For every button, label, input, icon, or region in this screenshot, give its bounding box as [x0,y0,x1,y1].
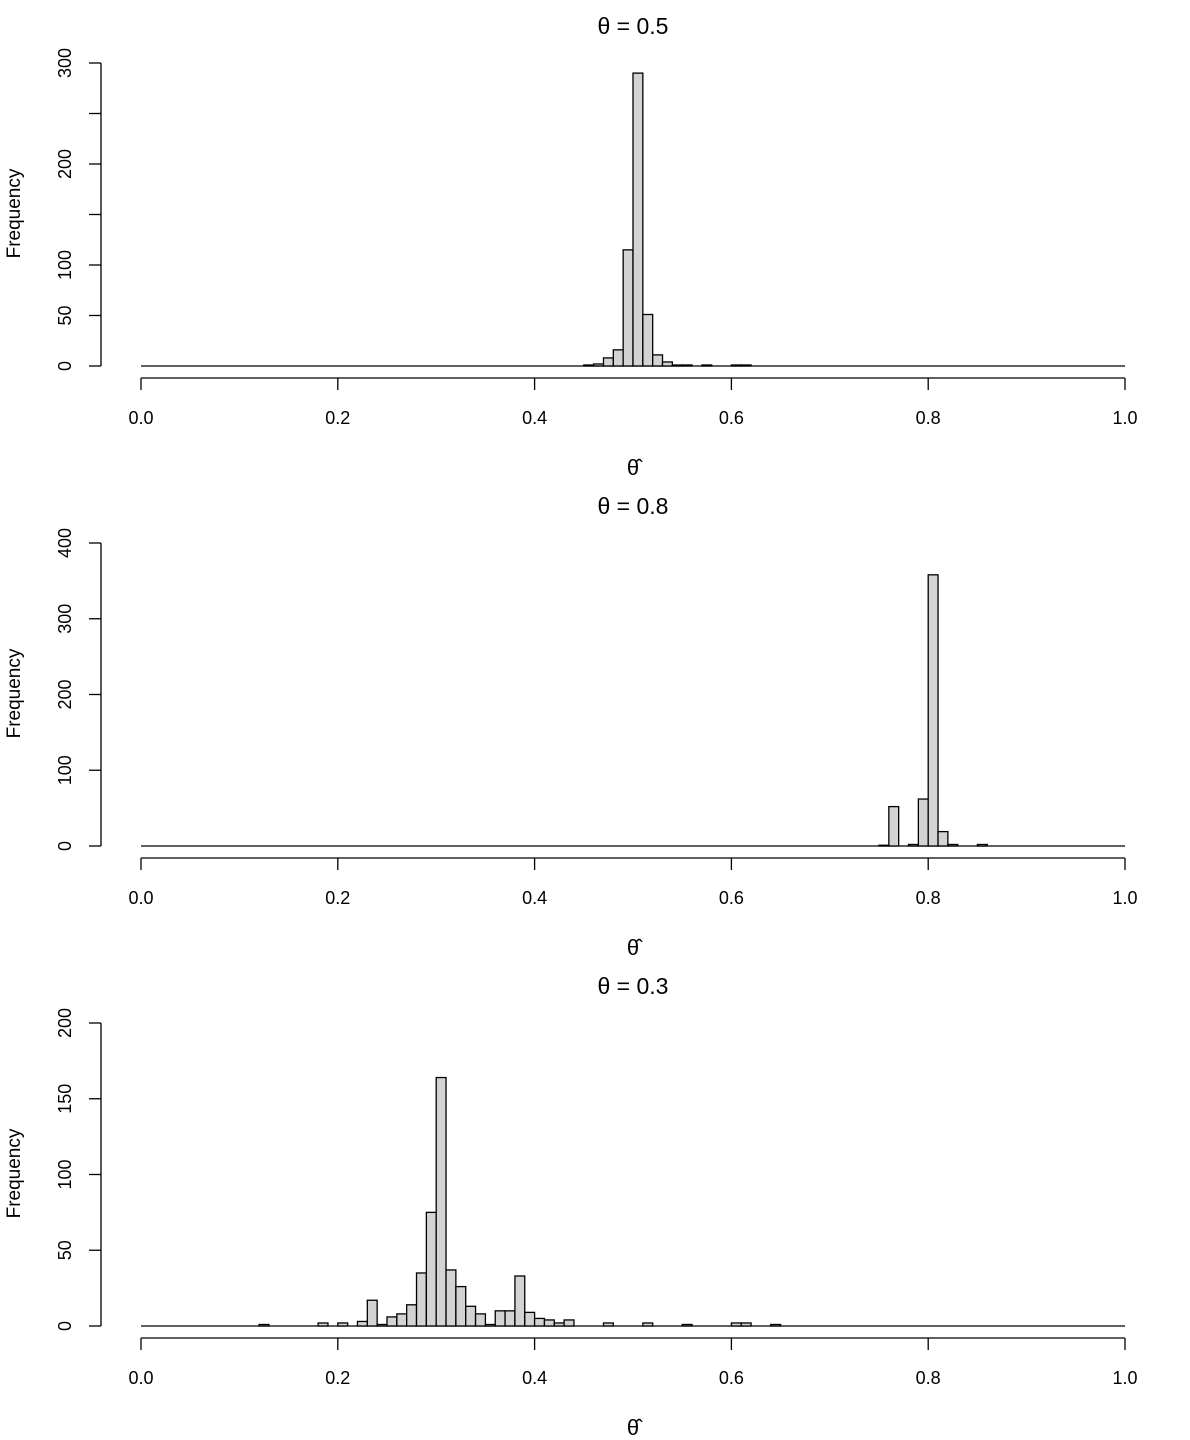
x-tick-label: 0.8 [916,1368,941,1388]
y-axis-label: Frequency [4,648,25,738]
x-tick-label: 1.0 [1112,888,1137,908]
y-tick-label: 50 [55,305,75,325]
y-tick-label: 100 [55,1159,75,1189]
x-axis-label: θ̂ [627,1415,643,1440]
y-tick-label: 50 [55,1240,75,1260]
histogram-bar [681,364,693,367]
histogram-bar [406,1304,418,1327]
histogram-bar [770,1323,782,1327]
histogram-bar [642,1322,654,1327]
histogram-bar [533,1317,546,1327]
histogram-bar [425,1211,437,1327]
histogram-bar [622,249,634,367]
histogram-bar [907,843,920,847]
x-axis-label: θ̂ [627,935,643,960]
histogram-bar [366,1299,378,1327]
histogram-bar [258,1323,270,1327]
histogram-bar [524,1311,536,1327]
histogram-bar [356,1320,368,1327]
panel-title: θ = 0.5 [598,13,669,39]
histogram-panel-theta-0.8: θ = 0.8 0 100 200 300 400 Frequency 0.0 0.2 0.4 0.… [4,493,1138,960]
histogram-bar [514,1275,526,1327]
histogram-bar [386,1316,398,1327]
x-tick-label: 0.6 [719,1368,744,1388]
y-tick-label: 0 [55,361,75,371]
x-tick-label: 1.0 [1112,1368,1137,1388]
y-tick-label: 200 [55,149,75,179]
y-tick-label: 150 [55,1084,75,1114]
y-tick-label: 100 [55,755,75,785]
y-tick-label: 300 [55,48,75,78]
histogram-bar [661,361,674,367]
y-tick-label: 0 [55,841,75,851]
histogram-bar [888,805,900,847]
histogram-bar [445,1269,457,1327]
histogram-bar [602,357,614,367]
histogram-bar [632,72,644,367]
x-tick-label: 1.0 [1112,408,1137,428]
histogram-bar [484,1323,496,1327]
y-tick-label: 200 [55,679,75,709]
y-tick-label: 100 [55,250,75,280]
x-tick-label: 0.4 [522,888,547,908]
histogram-panel-theta-0.3: θ = 0.3 0 50 100 150 200 Frequency 0.0 0.2 0.4 0.6… [4,973,1138,1440]
histogram-bar [671,364,683,367]
panel-title: θ = 0.8 [598,493,669,519]
histogram-bar [415,1272,428,1327]
histogram-bar [376,1323,388,1327]
panel-title: θ = 0.3 [598,973,669,999]
histogram-bar [701,364,713,367]
histogram-bar [947,843,959,847]
x-tick-label: 0.2 [325,888,350,908]
y-tick-label: 200 [55,1008,75,1038]
histogram-panel-theta-0.5: θ = 0.5 0 50 100 200 300 Frequency 0.0 0.2 0.4 0.6… [4,13,1138,480]
histogram-bar [976,843,988,847]
histogram-bar [474,1313,487,1327]
histogram-bar [504,1310,516,1327]
histogram-bar [602,1322,614,1327]
histogram-bar [553,1322,565,1327]
x-tick-label: 0.8 [916,408,941,428]
histogram-bar [878,844,890,847]
histogram-bar [937,830,949,847]
histogram-bar [317,1322,329,1327]
histogram-bar [612,349,624,367]
x-tick-label: 0.4 [522,408,547,428]
y-axis-label: Frequency [4,1128,25,1218]
x-tick-label: 0.0 [128,888,153,908]
histogram-bar [435,1076,447,1327]
y-axis-label: Frequency [4,168,25,258]
histogram-bar [465,1305,477,1327]
x-tick-label: 0.2 [325,1368,350,1388]
histogram-bar [730,364,742,367]
histogram-bar [583,364,595,367]
histogram-bar [494,1310,506,1327]
x-tick-label: 0.2 [325,408,350,428]
histogram-bar [592,363,605,367]
histogram-bar [730,1322,742,1327]
x-tick-label: 0.0 [128,1368,153,1388]
histogram-bar [927,574,939,847]
y-tick-label: 0 [55,1321,75,1331]
histogram-bar [455,1285,467,1327]
histogram-bar [543,1319,555,1327]
histogram-bar [396,1313,408,1327]
x-axis-label: θ̂ [627,455,643,480]
y-tick-label: 400 [55,528,75,558]
histogram-bar [652,354,664,367]
x-tick-label: 0.6 [719,408,744,428]
histogram-bar [681,1323,693,1327]
histogram-bar [917,798,929,847]
histogram-bar [563,1319,575,1327]
x-tick-label: 0.8 [916,888,941,908]
histogram-bar [337,1322,349,1327]
histogram-bar [740,364,752,367]
histogram-bar [642,313,654,367]
y-tick-label: 300 [55,604,75,634]
x-tick-label: 0.6 [719,888,744,908]
histogram-bar [740,1322,752,1327]
x-tick-label: 0.0 [128,408,153,428]
x-tick-label: 0.4 [522,1368,547,1388]
